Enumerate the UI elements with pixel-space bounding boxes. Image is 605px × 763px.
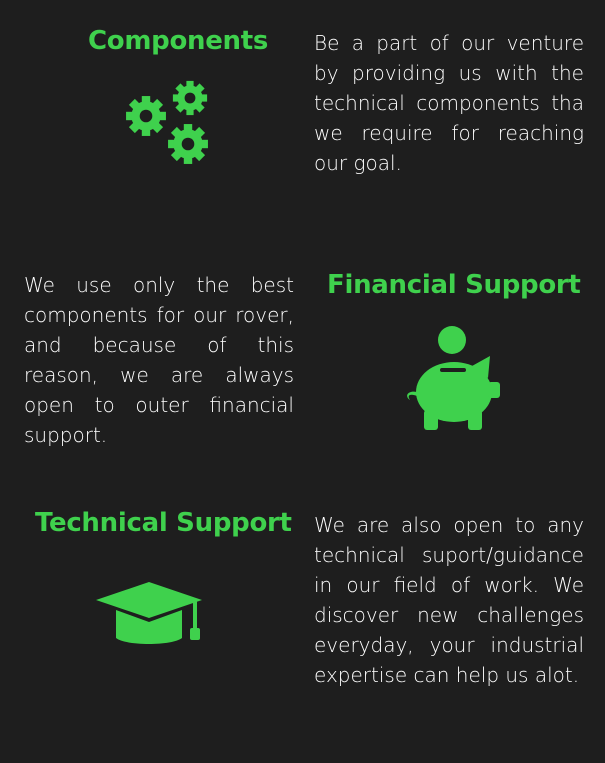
financial-text: We use only the best components for our …	[24, 273, 294, 447]
technical-text: We are also open to any technical suport…	[314, 513, 584, 687]
components-text: Be a part of our venture by providing us…	[314, 31, 584, 175]
graduation-cap-icon	[94, 580, 204, 652]
gears-icon	[122, 74, 218, 170]
financial-heading: Financial Support	[327, 270, 581, 300]
piggy-bank-icon	[400, 322, 504, 434]
technical-heading: Technical Support	[35, 508, 292, 538]
components-heading: Components	[88, 26, 269, 56]
